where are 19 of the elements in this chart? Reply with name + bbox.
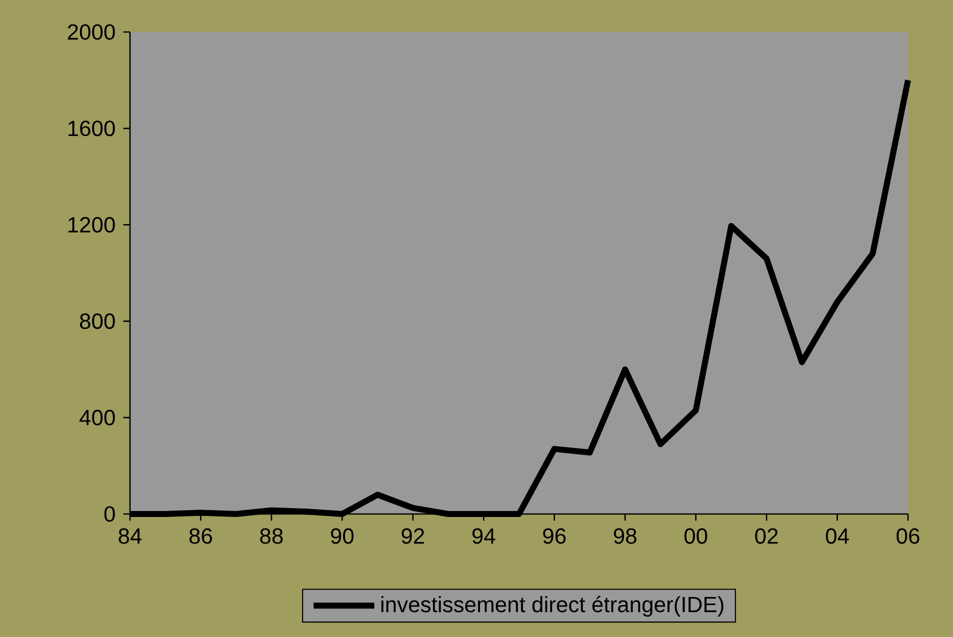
- x-tick-label: 96: [543, 528, 566, 544]
- x-tick-label: 86: [189, 528, 212, 544]
- x-tick-label: 06: [896, 528, 920, 544]
- y-tick-label: 800: [80, 313, 115, 329]
- x-tick-label: 98: [614, 528, 636, 544]
- x-tick-label: 84: [118, 528, 142, 544]
- x-tick-label: 88: [260, 528, 283, 544]
- x-tick-label: 04: [826, 528, 849, 544]
- x-tick-label: 94: [472, 528, 496, 544]
- y-tick-label: 1600: [68, 120, 115, 136]
- x-tick-label: 90: [330, 528, 354, 544]
- y-tick-label: 2000: [68, 24, 115, 40]
- y-tick-label: 400: [80, 410, 115, 426]
- x-tick-label: 00: [684, 528, 708, 544]
- y-tick-label: 0: [104, 506, 115, 522]
- legend-label: investissement direct étranger(IDE): [381, 596, 724, 617]
- x-tick-label: 92: [402, 528, 424, 544]
- y-tick-label: 1200: [68, 217, 115, 233]
- x-tick-label: 02: [755, 528, 778, 544]
